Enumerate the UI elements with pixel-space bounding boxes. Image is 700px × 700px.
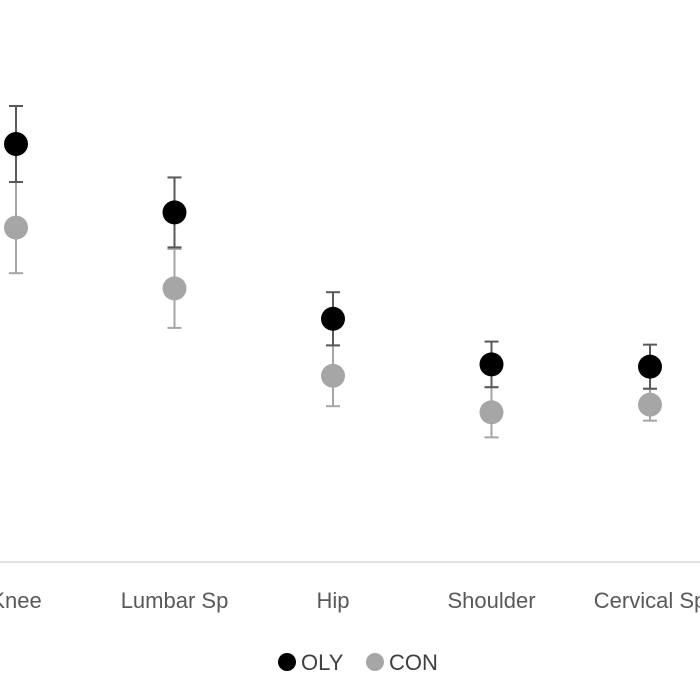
data-point-con <box>162 276 187 301</box>
x-tick-label: Lumbar Sp <box>121 588 229 613</box>
data-point-oly <box>321 306 345 331</box>
data-point-con <box>638 392 662 417</box>
data-point-oly <box>162 200 187 225</box>
legend-marker <box>278 653 296 671</box>
data-point-con <box>479 400 504 425</box>
data-point-oly <box>638 354 662 379</box>
legend-label: OLY <box>301 650 344 675</box>
data-point-con <box>321 363 345 388</box>
data-point-oly <box>4 132 28 156</box>
x-tick-label: Cervical Sp <box>594 588 700 613</box>
x-tick-label: Shoulder <box>447 588 535 613</box>
data-point-con <box>4 215 28 240</box>
x-tick-label: Knee <box>0 588 42 613</box>
legend-item: OLY <box>278 650 344 675</box>
legend-label: CON <box>389 650 438 675</box>
legend-marker <box>366 653 384 671</box>
x-tick-label: Hip <box>316 588 349 613</box>
legend-item: CON <box>366 650 438 675</box>
data-point-oly <box>479 352 504 377</box>
